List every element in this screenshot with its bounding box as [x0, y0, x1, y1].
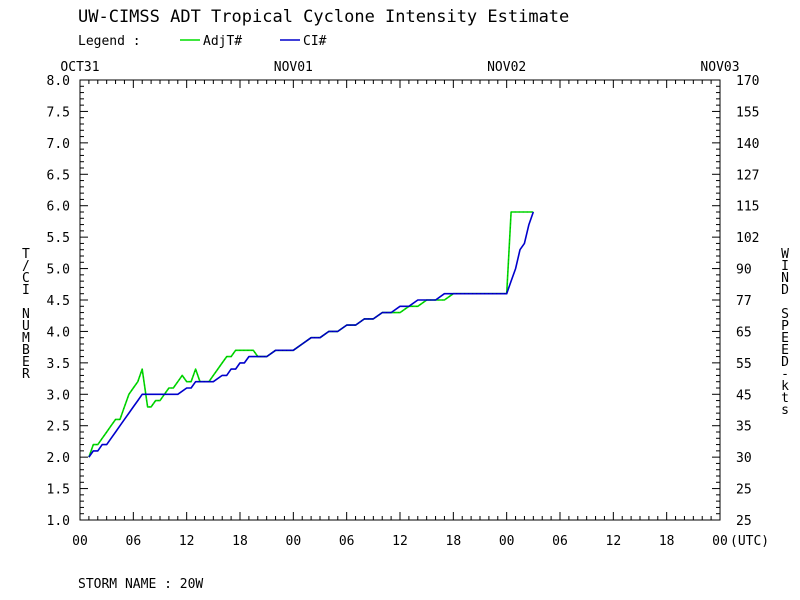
series-dotted-overlay [88, 211, 534, 458]
x-tick-label: 18 [659, 534, 675, 549]
x-tick-label: 06 [126, 534, 142, 549]
legend-entry-ci: CI# [303, 34, 327, 49]
date-label: NOV01 [274, 60, 313, 75]
plot-frame [79, 79, 721, 521]
date-label: NOV03 [700, 60, 739, 75]
y-tick-label: 2.5 [47, 420, 70, 435]
y2-tick-label: 55 [736, 357, 752, 372]
y-tick-label: 1.0 [47, 514, 70, 529]
series-group [88, 211, 535, 458]
y2-tick-label: 25 [736, 514, 752, 529]
axes: 1.0 25 1.5 25 2.0 30 2.5 35 3.0 45 3.5 55 4.0 65 4.5 77… [47, 60, 760, 549]
y-tick-label: 7.0 [47, 137, 70, 152]
y2-tick-label: 30 [736, 451, 752, 466]
y2-tick-label: 115 [736, 200, 759, 215]
legend: AdjT# CI# [180, 34, 327, 49]
legend-label: Legend : [78, 34, 141, 49]
date-label: NOV02 [487, 60, 526, 75]
x-tick-label: 00 [286, 534, 302, 549]
y2-tick-label: 127 [736, 168, 759, 183]
x-tick-label: 12 [606, 534, 622, 549]
y-tick-label: 7.5 [47, 105, 70, 120]
series-line-adjt [88, 211, 534, 458]
series-line-ci [88, 211, 535, 458]
y2-tick-label: 170 [736, 74, 759, 89]
legend-entry-adjt: AdjT# [203, 34, 242, 49]
y2-tick-label: 25 [736, 483, 752, 498]
y2-tick-label: 45 [736, 388, 752, 403]
y-tick-label: 1.5 [47, 483, 70, 498]
x-tick-label: 18 [446, 534, 462, 549]
storm-name: STORM NAME : 20W [78, 577, 203, 592]
y-tick-label: 5.0 [47, 263, 70, 278]
y-tick-label: 3.0 [47, 388, 70, 403]
y2-tick-label: 65 [736, 325, 752, 340]
x-unit-label: (UTC) [730, 534, 769, 549]
y-tick-label: 4.5 [47, 294, 70, 309]
date-label: OCT31 [60, 60, 99, 75]
y-tick-label: 2.0 [47, 451, 70, 466]
x-tick-label: 18 [232, 534, 248, 549]
x-tick-label: 00 [499, 534, 515, 549]
y2-tick-label: 140 [736, 137, 759, 152]
chart-title: UW-CIMSS ADT Tropical Cyclone Intensity … [78, 7, 569, 27]
y-tick-label: 8.0 [47, 74, 70, 89]
y-tick-label: 3.5 [47, 357, 70, 372]
y2-tick-label: 102 [736, 231, 759, 246]
y2-tick-label: 77 [736, 294, 752, 309]
x-tick-label: 12 [179, 534, 195, 549]
y-tick-label: 4.0 [47, 325, 70, 340]
y2-tick-label: 90 [736, 263, 752, 278]
y2-tick-label: 35 [736, 420, 752, 435]
x-tick-label: 12 [392, 534, 408, 549]
x-tick-label: 06 [552, 534, 568, 549]
x-tick-label: 00 [712, 534, 728, 549]
y-tick-label: 6.0 [47, 200, 70, 215]
x-tick-label: 06 [339, 534, 355, 549]
y-tick-label: 6.5 [47, 168, 70, 183]
y-tick-label: 5.5 [47, 231, 70, 246]
x-tick-label: 00 [72, 534, 88, 549]
y2-tick-label: 155 [736, 105, 759, 120]
